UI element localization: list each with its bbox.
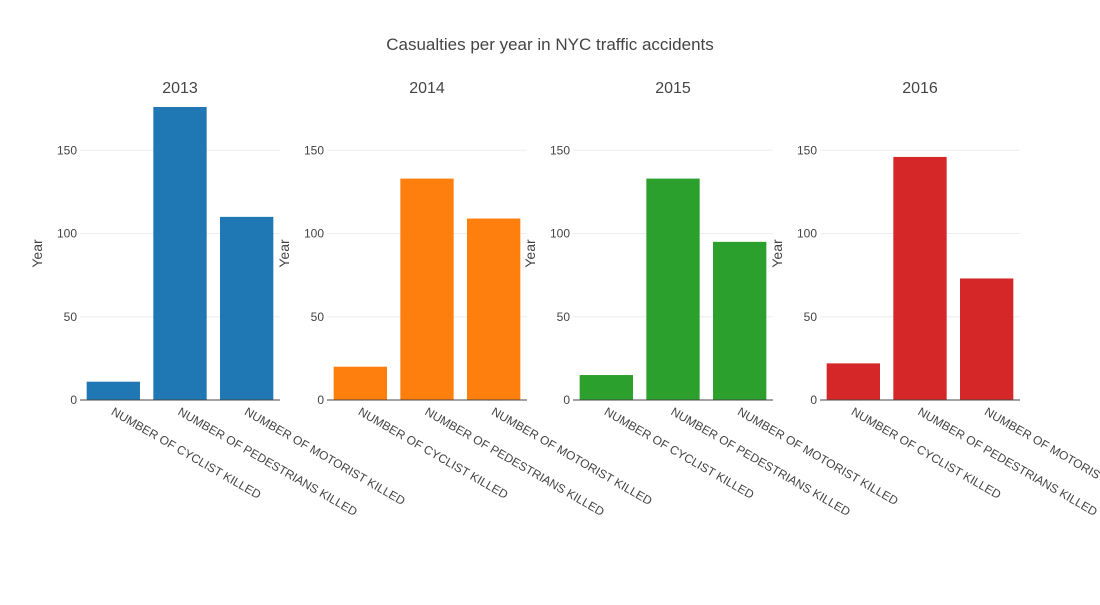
bar <box>153 107 206 400</box>
bar <box>400 179 453 400</box>
y-tick-label: 0 <box>70 393 77 407</box>
panel-title: 2016 <box>902 80 938 97</box>
bar <box>646 179 699 400</box>
bar <box>467 219 520 400</box>
y-tick-label: 0 <box>810 393 817 407</box>
y-axis-title: Year <box>522 239 538 268</box>
y-tick-label: 0 <box>563 393 570 407</box>
bar <box>960 278 1013 400</box>
bar <box>87 382 140 400</box>
y-axis-title: Year <box>29 239 45 268</box>
y-tick-label: 50 <box>804 310 818 324</box>
y-axis-title: Year <box>276 239 292 268</box>
y-tick-label: 100 <box>304 227 324 241</box>
bar <box>827 363 880 400</box>
bar <box>334 367 387 400</box>
y-axis-title: Year <box>769 239 785 268</box>
chart-title: Casualties per year in NYC traffic accid… <box>386 35 714 54</box>
y-tick-label: 50 <box>64 310 78 324</box>
panel-title: 2015 <box>655 80 691 97</box>
y-tick-label: 0 <box>317 393 324 407</box>
y-tick-label: 100 <box>57 227 77 241</box>
y-tick-label: 150 <box>57 143 77 157</box>
bar <box>580 375 633 400</box>
y-tick-label: 150 <box>797 143 817 157</box>
bar <box>893 157 946 400</box>
panel-title: 2013 <box>162 80 198 97</box>
y-tick-label: 100 <box>550 227 570 241</box>
bar <box>220 217 273 400</box>
y-tick-label: 100 <box>797 227 817 241</box>
y-tick-label: 50 <box>311 310 325 324</box>
y-tick-label: 150 <box>304 143 324 157</box>
y-tick-label: 150 <box>550 143 570 157</box>
y-tick-label: 50 <box>557 310 571 324</box>
panel-title: 2014 <box>409 80 445 97</box>
bar <box>713 242 766 400</box>
